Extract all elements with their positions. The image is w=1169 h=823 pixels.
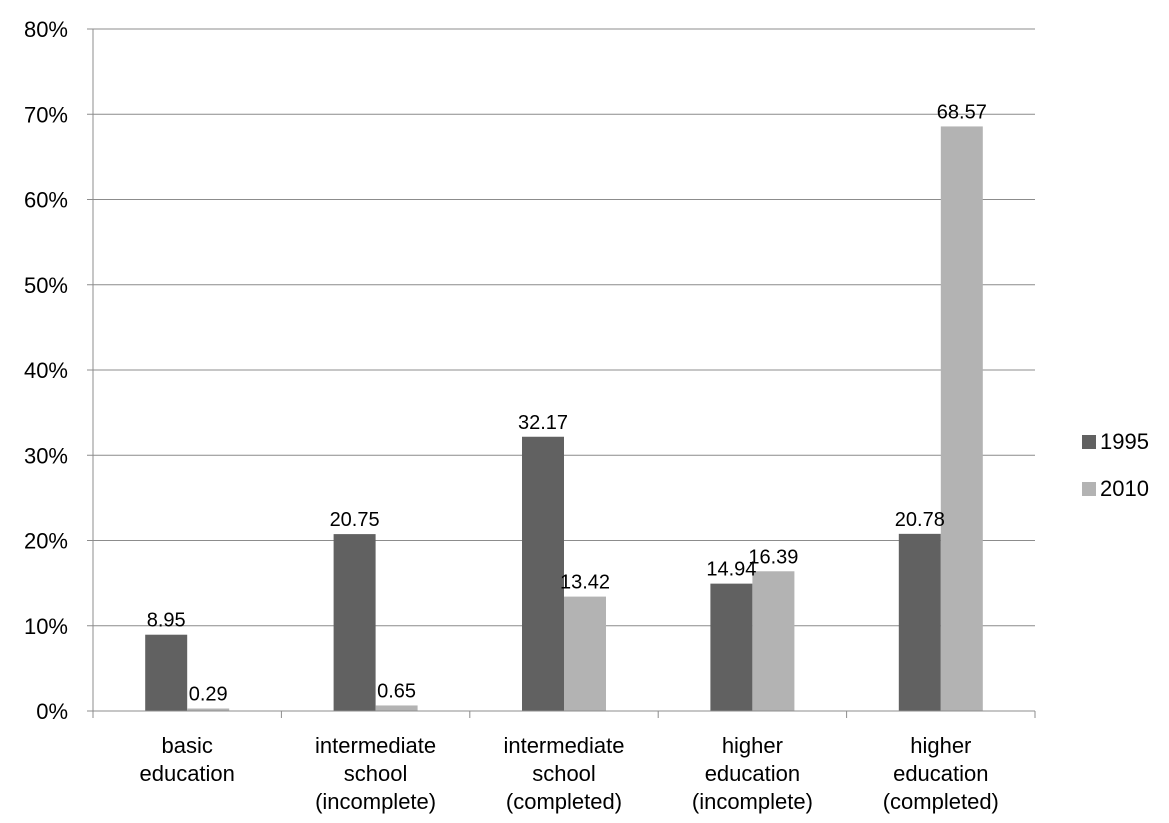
bar-2010: [564, 596, 606, 711]
y-tick-label: 0%: [36, 699, 68, 724]
bar-1995: [522, 436, 564, 711]
x-tick-label-line: higher: [910, 733, 971, 758]
bar-1995: [145, 634, 188, 711]
bar-2010: [940, 126, 983, 712]
x-tick-label-line: (completed): [883, 789, 999, 814]
y-tick-label: 70%: [24, 102, 68, 127]
x-tick-label-line: intermediate: [503, 733, 624, 758]
x-tick-label-line: basic: [162, 733, 213, 758]
x-tick-label-line: (incomplete): [692, 789, 813, 814]
x-tick-label-line: (completed): [506, 789, 622, 814]
x-tick-label-line: (incomplete): [315, 789, 436, 814]
x-tick-label-line: school: [532, 761, 596, 786]
x-tick-label-line: intermediate: [315, 733, 436, 758]
y-tick-label: 80%: [24, 17, 68, 42]
data-label: 13.42: [560, 572, 610, 594]
bar-2010: [752, 571, 795, 711]
x-tick-label: higher education (completed): [883, 733, 999, 814]
legend-swatch-1995: [1082, 435, 1096, 449]
data-label: 68.57: [937, 101, 987, 123]
x-tick-label: higher education (incomplete): [692, 733, 813, 814]
legend: 1995 2010: [1082, 429, 1149, 501]
bar-1995: [333, 534, 376, 711]
x-tick-label-line: higher: [722, 733, 783, 758]
y-tick-label: 50%: [24, 273, 68, 298]
y-tick-label: 10%: [24, 614, 68, 639]
bars: [145, 126, 983, 712]
legend-label: 2010: [1100, 476, 1149, 501]
y-tick-label: 40%: [24, 358, 68, 383]
bar-2010: [187, 708, 230, 711]
bar-1995: [898, 533, 941, 711]
y-axis: 0% 10% 20% 30% 40% 50% 60% 70% 80%: [24, 17, 94, 724]
x-tick-label-line: education: [893, 761, 988, 786]
x-axis: basic education intermediate school (incompl…: [92, 710, 1036, 814]
x-tick-label: intermediate school (incomplete): [315, 733, 436, 814]
bar-2010: [375, 705, 418, 711]
y-tick-label: 30%: [24, 443, 68, 468]
x-tick-label-line: education: [139, 761, 234, 786]
x-tick-label: intermediate school (completed): [503, 733, 624, 814]
data-label: 20.75: [330, 509, 380, 531]
y-tick-label: 60%: [24, 188, 68, 213]
x-tick-label: basic education: [139, 733, 234, 786]
x-tick-label-line: school: [344, 761, 408, 786]
data-label: 20.78: [895, 509, 945, 531]
data-label: 16.39: [748, 546, 798, 568]
data-label: 0.65: [377, 680, 416, 702]
data-label: 8.95: [147, 610, 186, 632]
legend-swatch-2010: [1082, 482, 1096, 496]
data-label: 0.29: [189, 684, 228, 706]
legend-label: 1995: [1100, 429, 1149, 454]
data-label: 32.17: [518, 412, 568, 434]
data-label: 14.94: [706, 559, 756, 581]
x-tick-label-line: education: [705, 761, 800, 786]
data-labels: 8.95 20.75 32.17 14.94 20.78 0.29 0.65 13.42 16.…: [147, 101, 987, 705]
bar-1995: [710, 583, 753, 711]
y-tick-label: 20%: [24, 529, 68, 554]
